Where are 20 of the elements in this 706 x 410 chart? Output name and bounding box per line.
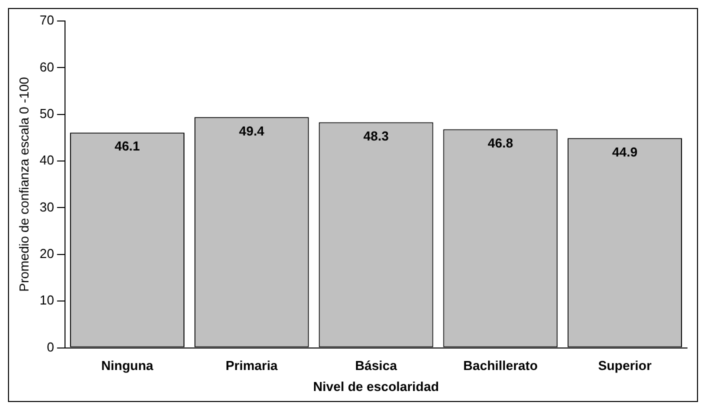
y-axis-title: Promedio de confianza escala 0 -100 [16, 77, 32, 292]
y-tick-label: 30 [40, 199, 54, 214]
x-tick-label: Bachillerato [463, 358, 538, 374]
y-tick-label: 20 [40, 246, 54, 262]
data-label: 49.4 [238, 123, 266, 138]
data-label: 46.8 [488, 135, 514, 150]
x-tick-label: Superior [598, 358, 652, 374]
y-tick-label: 0 [46, 339, 54, 354]
y-tick-label: 10 [40, 292, 54, 308]
x-tick-label: Básica [355, 358, 398, 374]
y-tick-label: 40 [40, 152, 54, 168]
y-tick-label: 70 [40, 12, 54, 28]
x-tick-label: Primaria [226, 358, 278, 374]
x-tick-label: Ninguna [101, 358, 154, 374]
data-label: 44.9 [612, 144, 638, 160]
x-axis-title: Nivel de escolaridad [313, 378, 439, 394]
data-label: 46.1 [114, 138, 140, 154]
y-tick-label: 60 [40, 59, 54, 74]
data-label: 48.3 [363, 128, 389, 144]
y-tick-label: 50 [40, 106, 54, 121]
